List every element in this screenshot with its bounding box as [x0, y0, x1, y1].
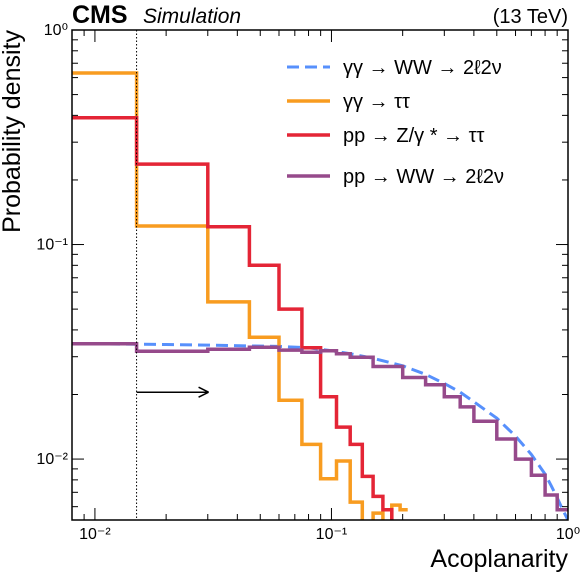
y-tick-label: 10⁻¹ [36, 237, 68, 254]
x-tick-label: 10⁻² [79, 526, 111, 543]
ticks-layer: 10⁻² 10⁻¹ 10⁰ 10⁻² 10⁻¹ 10⁰ [36, 22, 580, 543]
y-tick-label: 10⁻² [36, 451, 68, 468]
series-line-0 [72, 342, 568, 520]
plot-frame [71, 29, 569, 521]
y-axis-title: Probability density [0, 30, 26, 233]
series-line-1 [72, 71, 408, 520]
legend-label-3: pp → WW → 2ℓ2ν [343, 166, 504, 188]
y-tick-label: 10⁰ [44, 22, 68, 39]
legend-label-1: γγ → ττ [343, 91, 410, 113]
series-line-3 [72, 341, 568, 512]
legend-label-2: pp → Z/γ * → ττ [343, 125, 484, 147]
energy-label: (13 TeV) [493, 6, 568, 28]
x-axis-title: Acoplanarity [430, 545, 568, 573]
cut-layer [136, 30, 209, 520]
legend-label-0: γγ → WW → 2ℓ2ν [343, 57, 502, 79]
status-label: Simulation [143, 5, 241, 28]
legend: γγ → WW → 2ℓ2ν γγ → ττ pp → Z/γ * → ττ pp →… [287, 57, 504, 188]
cut-arrow-head [198, 386, 209, 398]
experiment-label: CMS [72, 1, 128, 29]
series-layer [72, 71, 568, 520]
series-line-2 [72, 115, 394, 520]
x-tick-label: 10⁻¹ [316, 526, 348, 543]
x-tick-label: 10⁰ [556, 526, 580, 543]
